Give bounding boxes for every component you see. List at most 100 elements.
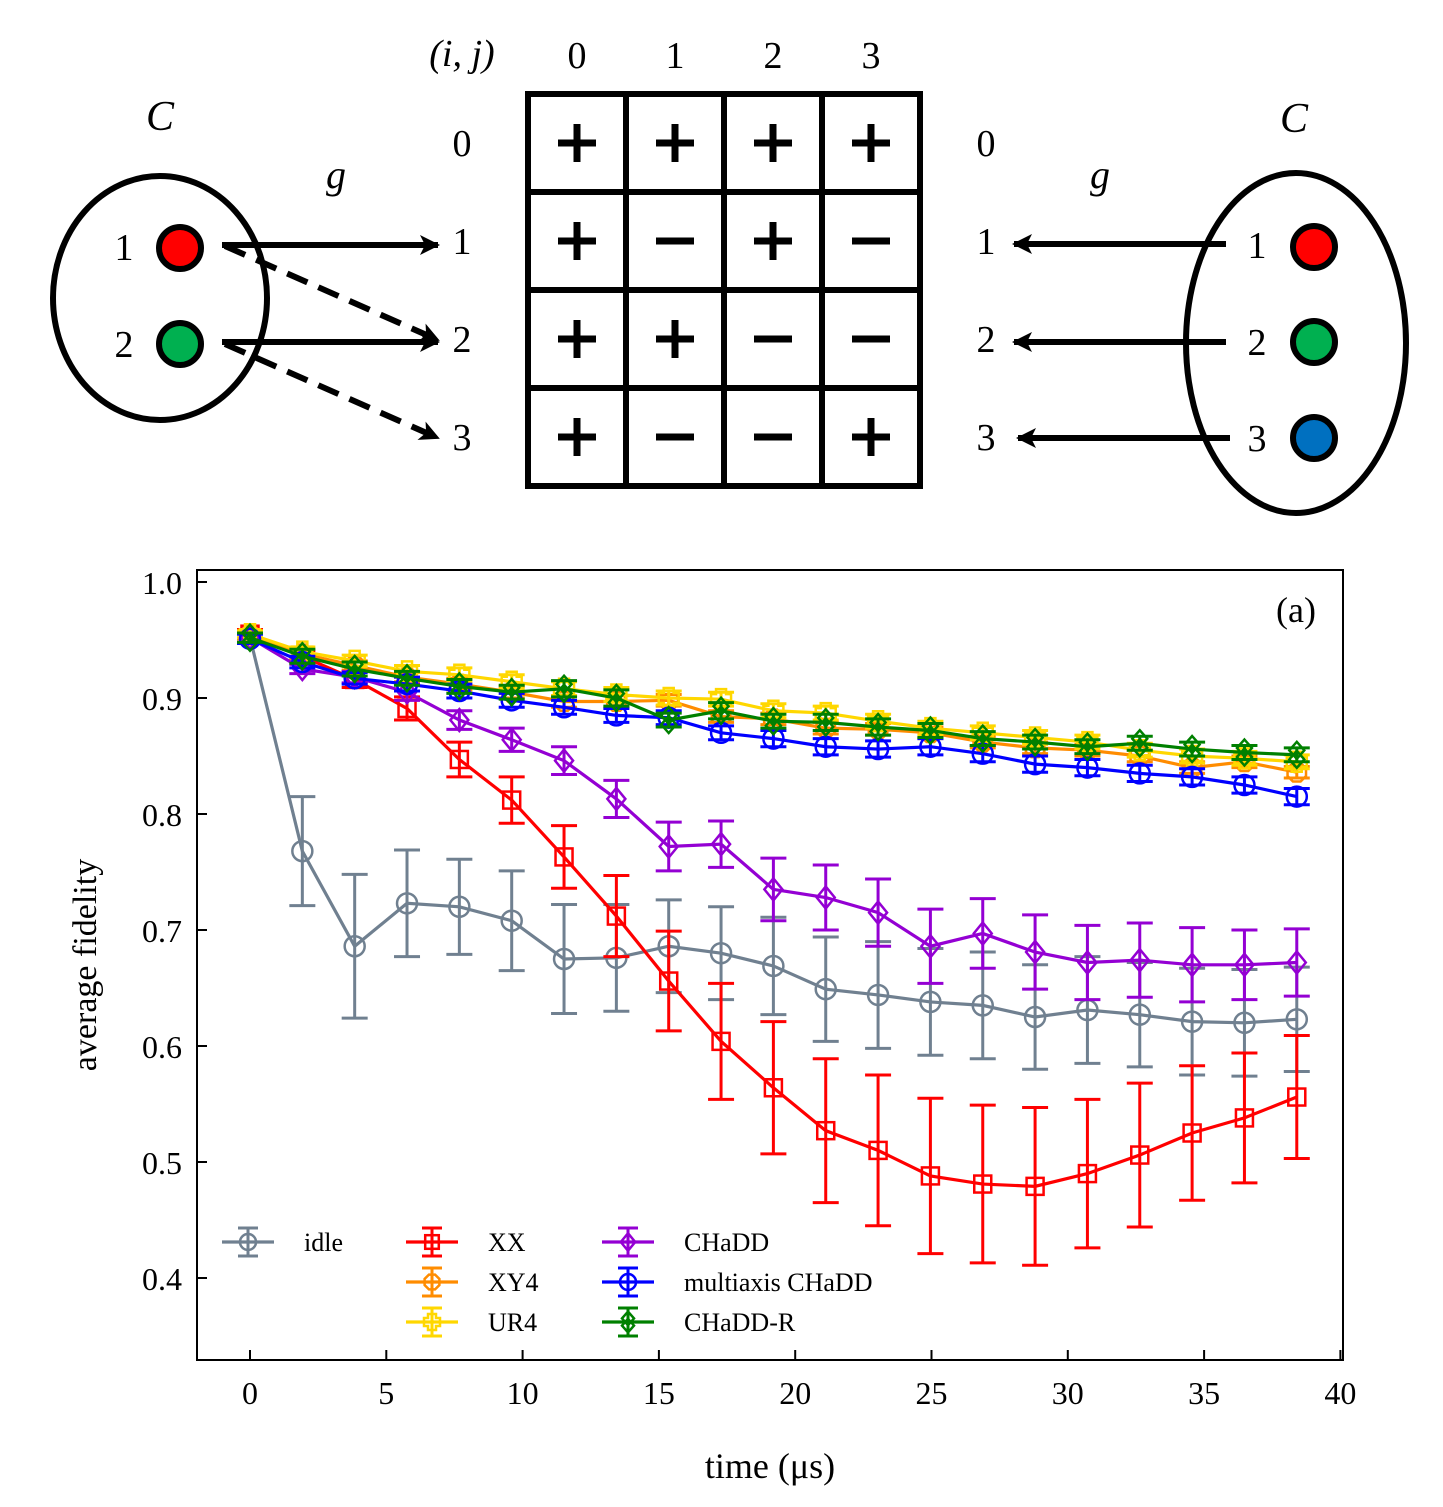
legend-item: UR4 [406,1306,537,1338]
right-cluster: C g 1 2 3 [1012,96,1409,516]
legend-item: XX [406,1226,526,1258]
series-line [249,632,1297,764]
x-axis-label: time (μs) [705,1446,835,1486]
y-axis: 0.4 0.5 0.6 0.7 0.8 0.9 1.0 [142,565,207,1297]
data-point [814,977,837,1001]
data-point [1233,951,1256,978]
legend-label: idle [304,1228,343,1257]
data-point [291,839,314,863]
x-tick-label: 30 [1052,1375,1084,1411]
data-point [1287,748,1306,770]
legend-label: CHaDD-R [684,1308,796,1337]
series-line [248,637,1297,1025]
data-point [868,721,888,742]
plus-sign [754,124,792,162]
data-point [1128,762,1152,785]
y-tick-label: 0.6 [142,1029,182,1065]
data-point [1024,939,1046,966]
legend-item: idle [222,1226,343,1258]
data-point [501,790,522,810]
matrix-right-row-label: 0 [977,123,996,165]
x-tick-label: 25 [916,1375,948,1411]
data-point [867,899,889,926]
legend-marker [620,1316,636,1335]
series-chadd-r [237,622,1310,770]
legend-label: CHaDD [684,1228,769,1257]
data-point [709,941,733,965]
data-point [1130,1145,1150,1165]
data-point [971,994,994,1017]
left-cluster-boundary [50,173,270,423]
y-tick-label: 0.4 [142,1261,182,1297]
plus-sign [558,124,596,162]
left-qubit-2-label: 2 [115,324,134,366]
plus-sign [558,418,596,456]
x-tick-label: 15 [643,1375,675,1411]
y-tick-label: 1.0 [142,565,182,601]
data-point [1076,756,1099,779]
x-axis: 0 5 10 15 20 25 30 35 40 [242,1350,1356,1411]
coupling-diagram: C 1 2 g (i, j) 0 1 2 3 0 1 2 3 0 1 2 3 C g 1 2 3 [50,33,1409,516]
plus-sign [852,124,890,162]
plus-sign [852,418,890,456]
legend-label: XY4 [488,1268,539,1297]
right-qubit-3-label: 3 [1248,418,1267,460]
y-tick-label: 0.7 [142,913,182,949]
right-qubit-3-dot [1290,414,1338,462]
data-point [552,947,576,971]
left-qubit-1-dot [156,224,204,272]
left-cluster-label: C [146,94,175,140]
right-qubit-2-label: 2 [1248,322,1267,364]
data-point [919,990,942,1014]
x-tick-label: 0 [242,1375,258,1411]
series-chadd [237,624,1310,1004]
legend-marker [422,1312,442,1332]
legend-item: CHaDD [602,1226,769,1258]
data-point [973,732,992,754]
left-qubit-1-label: 1 [115,227,134,269]
series-line [249,632,1298,1188]
data-point [815,1120,836,1141]
data-point [605,785,627,812]
data-point [1025,1176,1045,1197]
data-point [816,716,835,738]
data-point [1182,1123,1202,1143]
data-point [1285,1008,1309,1031]
data-point [1234,1108,1255,1128]
right-coupling-label: g [1090,152,1110,197]
data-point [450,680,469,702]
data-point [1023,726,1047,749]
legend-marker [423,1233,441,1251]
data-point [396,679,418,706]
data-point [659,714,678,735]
data-point [1180,1010,1204,1033]
matrix-row-label: 1 [453,221,472,263]
data-point [921,724,940,746]
data-point [500,909,523,932]
data-point [1130,737,1149,759]
data-point [1128,1003,1152,1026]
data-point [815,884,837,911]
matrix-right-row-label: 2 [977,319,996,361]
data-point [554,847,574,867]
data-point [1078,740,1097,762]
data-point [866,709,890,733]
x-tick-label: 35 [1188,1375,1220,1411]
legend-marker [619,1231,637,1253]
series-layer [237,622,1310,1267]
plus-sign [754,222,792,260]
series-idle [237,626,1310,1078]
y-tick-label: 0.8 [142,797,182,833]
data-point [972,920,994,947]
data-point [1233,773,1256,797]
arrow-1-to-2-dashed [223,243,440,343]
data-point [710,831,732,858]
left-qubit-2-dot [156,320,204,368]
legend-marker [238,1232,258,1252]
data-point [866,983,890,1007]
legend-label: UR4 [488,1308,537,1337]
data-point [711,1031,731,1052]
data-point [293,650,312,672]
arrow-2-to-3-dashed [223,341,440,441]
data-point [291,640,314,663]
